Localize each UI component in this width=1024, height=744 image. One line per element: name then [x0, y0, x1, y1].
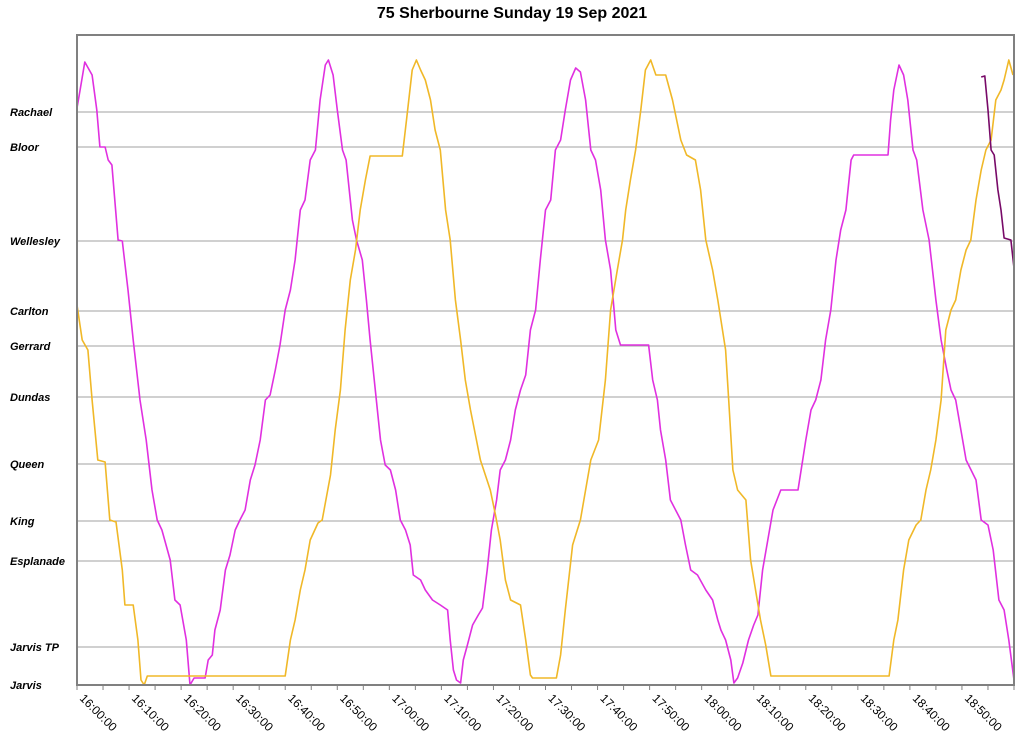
stop-labels: Jarvis Jarvis TP Esplanade King Queen Dundas G…: [10, 107, 65, 692]
x-tick-label: 18:50:00: [962, 691, 1005, 734]
series-line-vehicle-gold: [76, 59, 1014, 686]
x-tick-label: 16:50:00: [337, 691, 380, 734]
series-lines: [76, 59, 1015, 686]
x-tick-label: 16:10:00: [129, 691, 172, 734]
stop-label: Jarvis TP: [10, 642, 60, 654]
series-line-vehicle-magenta: [76, 59, 1015, 686]
x-tick-label: 16:30:00: [233, 691, 276, 734]
chart-title: 75 Sherbourne Sunday 19 Sep 2021: [377, 5, 647, 22]
x-tick-label: 17:50:00: [649, 691, 692, 734]
plot-frame: [76, 34, 1015, 686]
x-tick-label: 16:00:00: [77, 691, 120, 734]
x-tick-label: 17:10:00: [441, 691, 484, 734]
x-tick-label: 18:00:00: [702, 691, 745, 734]
x-tick-label: 16:20:00: [181, 691, 224, 734]
stop-label: King: [10, 516, 35, 528]
stop-label: Gerrard: [10, 341, 51, 353]
stop-label: Bloor: [10, 142, 39, 154]
x-tick-label: 16:40:00: [285, 691, 328, 734]
x-tick-label: 18:30:00: [858, 691, 901, 734]
x-tick-label: 18:20:00: [806, 691, 849, 734]
stop-label: Carlton: [10, 306, 49, 318]
x-tick-label: 17:40:00: [597, 691, 640, 734]
x-tick-label: 17:30:00: [545, 691, 588, 734]
stop-label: Dundas: [10, 392, 50, 404]
stop-label: Rachael: [10, 107, 53, 119]
stop-label: Esplanade: [10, 556, 65, 568]
x-tick-label: 18:10:00: [754, 691, 797, 734]
x-tick-label: 17:20:00: [493, 691, 536, 734]
stop-label: Jarvis: [10, 680, 42, 692]
x-tick-label: 17:00:00: [389, 691, 432, 734]
stop-label: Wellesley: [10, 236, 61, 248]
stop-label: Queen: [10, 459, 45, 471]
series-line-vehicle-purple: [980, 75, 1015, 269]
x-tick-label: 18:40:00: [910, 691, 953, 734]
stop-gridlines: [77, 111, 1014, 648]
x-axis-ticks: 16:00:00 16:10:00 16:20:00 16:30:00 16:40:00…: [76, 685, 1015, 734]
